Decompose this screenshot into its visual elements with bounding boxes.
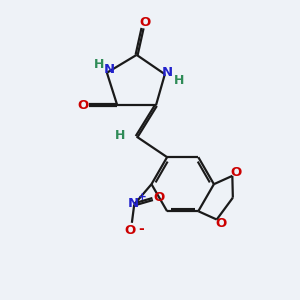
Text: N: N xyxy=(128,197,139,210)
Text: O: O xyxy=(125,224,136,237)
Text: O: O xyxy=(231,166,242,179)
Text: O: O xyxy=(77,99,88,112)
Text: N: N xyxy=(104,63,115,76)
Text: O: O xyxy=(154,191,165,204)
Text: +: + xyxy=(138,192,147,202)
Text: H: H xyxy=(174,74,184,87)
Text: O: O xyxy=(215,217,226,230)
Text: N: N xyxy=(162,66,173,79)
Text: -: - xyxy=(139,222,144,236)
Text: H: H xyxy=(93,58,104,71)
Text: H: H xyxy=(115,129,125,142)
Text: O: O xyxy=(139,16,151,29)
